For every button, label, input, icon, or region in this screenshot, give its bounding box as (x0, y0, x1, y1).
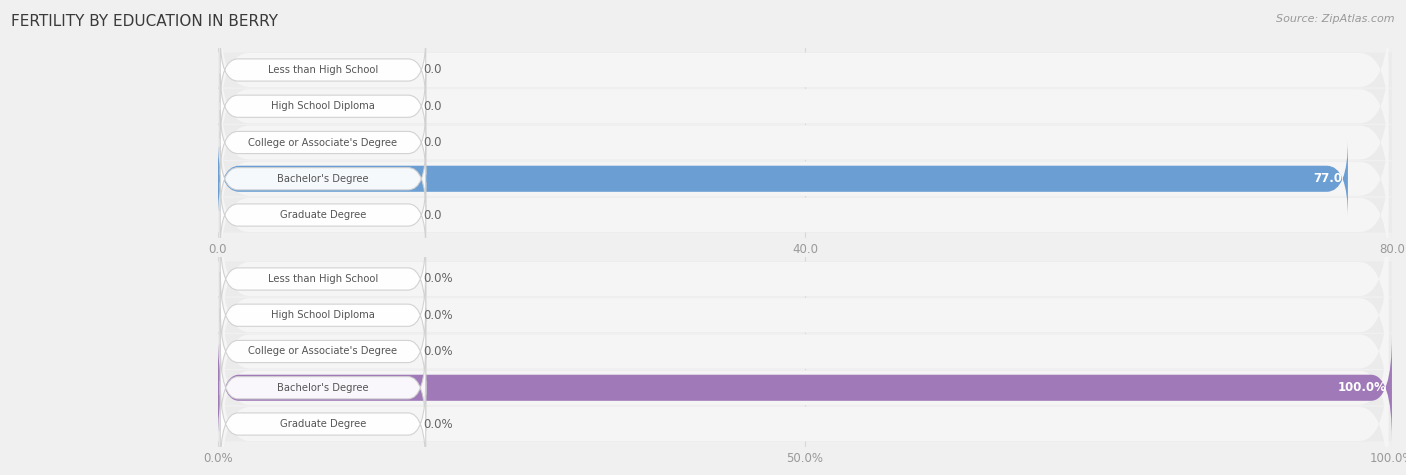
Text: Less than High School: Less than High School (269, 65, 378, 75)
FancyBboxPatch shape (218, 407, 1392, 441)
FancyBboxPatch shape (218, 140, 1348, 218)
Text: FERTILITY BY EDUCATION IN BERRY: FERTILITY BY EDUCATION IN BERRY (11, 14, 278, 29)
FancyBboxPatch shape (221, 205, 1388, 352)
FancyBboxPatch shape (221, 236, 426, 322)
Text: Source: ZipAtlas.com: Source: ZipAtlas.com (1277, 14, 1395, 24)
FancyBboxPatch shape (221, 314, 1388, 461)
FancyBboxPatch shape (221, 278, 1388, 425)
Text: 0.0: 0.0 (423, 209, 441, 221)
FancyBboxPatch shape (221, 87, 1388, 198)
Text: 77.0: 77.0 (1313, 172, 1343, 185)
Text: 0.0%: 0.0% (423, 345, 453, 358)
FancyBboxPatch shape (218, 298, 1392, 332)
FancyBboxPatch shape (221, 124, 1388, 234)
Text: Graduate Degree: Graduate Degree (280, 419, 366, 429)
FancyBboxPatch shape (221, 74, 426, 139)
FancyBboxPatch shape (218, 335, 1392, 440)
Text: Bachelor's Degree: Bachelor's Degree (277, 383, 368, 393)
FancyBboxPatch shape (221, 160, 1388, 270)
Text: Bachelor's Degree: Bachelor's Degree (277, 174, 368, 184)
Text: High School Diploma: High School Diploma (271, 101, 375, 111)
FancyBboxPatch shape (218, 89, 1392, 124)
Text: College or Associate's Degree: College or Associate's Degree (249, 137, 398, 148)
FancyBboxPatch shape (218, 162, 1392, 196)
FancyBboxPatch shape (221, 38, 426, 103)
FancyBboxPatch shape (218, 125, 1392, 160)
FancyBboxPatch shape (221, 242, 1388, 389)
Text: 0.0%: 0.0% (423, 273, 453, 285)
Text: Less than High School: Less than High School (269, 274, 378, 284)
FancyBboxPatch shape (218, 53, 1392, 87)
FancyBboxPatch shape (218, 198, 1392, 232)
FancyBboxPatch shape (218, 262, 1392, 296)
FancyBboxPatch shape (221, 15, 1388, 125)
Text: 0.0: 0.0 (423, 100, 441, 113)
FancyBboxPatch shape (221, 344, 426, 431)
Text: 0.0%: 0.0% (423, 309, 453, 322)
Text: 0.0: 0.0 (423, 64, 441, 76)
FancyBboxPatch shape (221, 146, 426, 211)
FancyBboxPatch shape (221, 182, 426, 247)
Text: High School Diploma: High School Diploma (271, 310, 375, 320)
Text: 0.0%: 0.0% (423, 418, 453, 430)
Text: College or Associate's Degree: College or Associate's Degree (249, 346, 398, 357)
FancyBboxPatch shape (218, 334, 1392, 369)
FancyBboxPatch shape (221, 308, 426, 395)
FancyBboxPatch shape (221, 381, 426, 467)
FancyBboxPatch shape (221, 351, 1388, 475)
Text: Graduate Degree: Graduate Degree (280, 210, 366, 220)
FancyBboxPatch shape (221, 272, 426, 359)
FancyBboxPatch shape (218, 370, 1392, 405)
FancyBboxPatch shape (221, 51, 1388, 162)
Text: 0.0: 0.0 (423, 136, 441, 149)
Text: 100.0%: 100.0% (1337, 381, 1386, 394)
FancyBboxPatch shape (221, 110, 426, 175)
